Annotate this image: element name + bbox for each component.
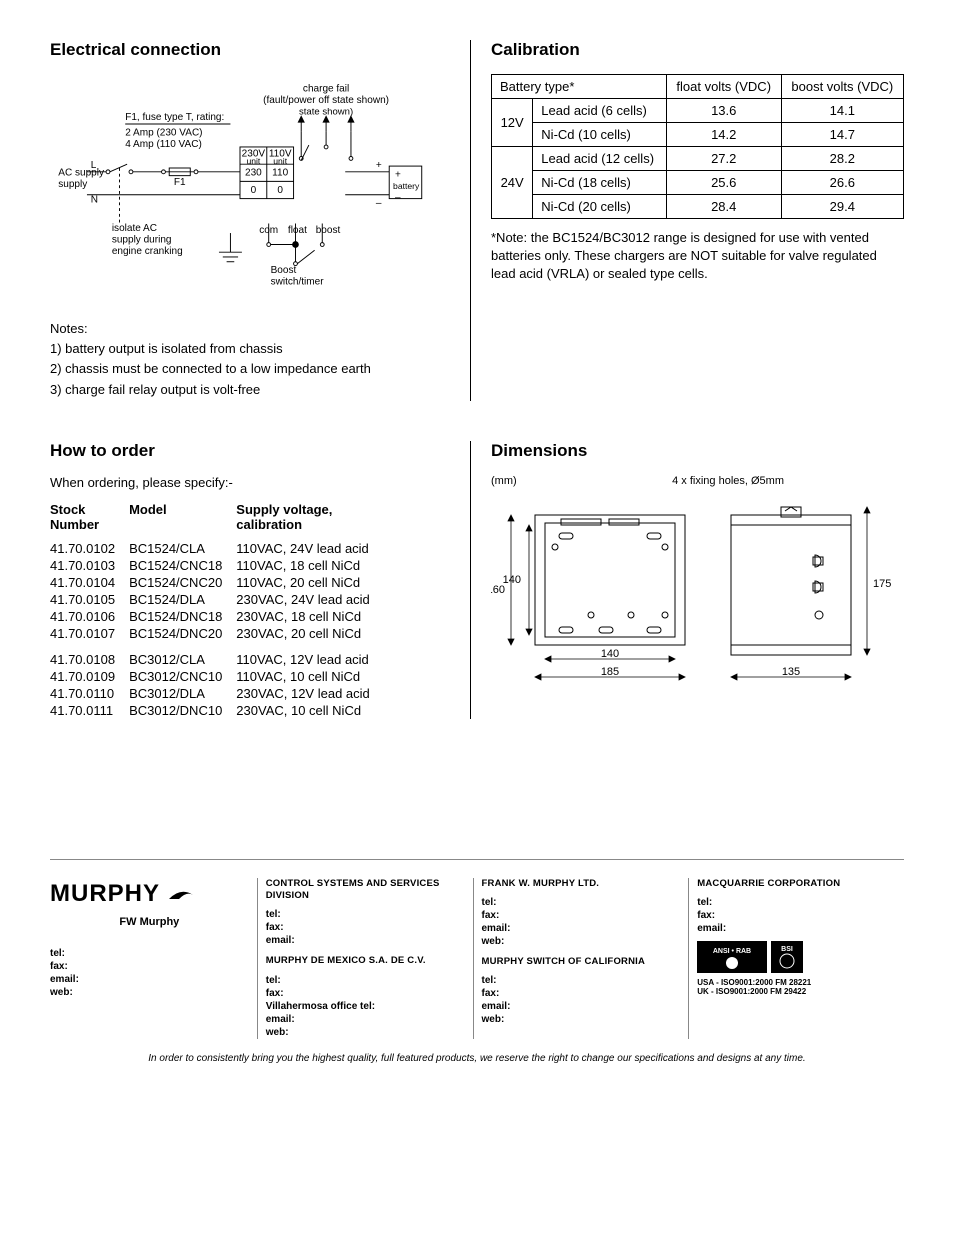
svg-text:2 Amp (230 VAC): 2 Amp (230 VAC): [125, 127, 202, 138]
svg-text:charge fail: charge fail: [303, 83, 349, 94]
order-col-stock: StockNumber: [50, 498, 129, 540]
order-col-model: Model: [129, 498, 236, 540]
order-title: How to order: [50, 441, 450, 461]
iso-badges: ANSI • RAB BSI: [697, 941, 896, 973]
murphy-logo: MURPHY: [50, 878, 249, 909]
svg-text:unit: unit: [246, 156, 260, 166]
svg-text:supply during: supply during: [112, 235, 172, 246]
order-section: How to order When ordering, please speci…: [50, 441, 470, 719]
svg-text:140: 140: [601, 648, 619, 660]
footer-col-2: CONTROL SYSTEMS AND SERVICES DIVISION te…: [257, 878, 473, 1039]
note-2: 2) chassis must be connected to a low im…: [50, 360, 450, 378]
svg-text:isolate AC: isolate AC: [112, 223, 157, 234]
svg-text:+: +: [376, 160, 382, 171]
table-row: 24V Lead acid (12 cells) 27.2 28.2: [492, 147, 904, 171]
footer-divider: [50, 859, 904, 860]
table-row: Ni-Cd (20 cells) 28.4 29.4: [492, 195, 904, 219]
ansi-rab-badge-icon: ANSI • RAB: [697, 941, 767, 973]
row-2: How to order When ordering, please speci…: [50, 441, 904, 719]
table-row: 41.70.0110BC3012/DLA230VAC, 12V lead aci…: [50, 685, 384, 702]
svg-text:140: 140: [503, 574, 521, 586]
svg-text:float: float: [288, 225, 307, 236]
electrical-section: Electrical connection charge fail (fault…: [50, 40, 470, 401]
footer-col-3: FRANK W. MURPHY LTD. tel: fax: email: we…: [473, 878, 689, 1039]
svg-text:F1: F1: [174, 177, 186, 188]
svg-text:switch/timer: switch/timer: [271, 277, 325, 288]
electrical-notes: Notes: 1) battery output is isolated fro…: [50, 320, 450, 399]
svg-text:F1, fuse type T, rating:: F1, fuse type T, rating:: [125, 112, 224, 123]
table-row: 41.70.0106BC1524/DNC18230VAC, 18 cell Ni…: [50, 608, 384, 625]
svg-text:N: N: [91, 194, 98, 205]
notes-title: Notes:: [50, 320, 450, 338]
note-1: 1) battery output is isolated from chass…: [50, 340, 450, 358]
cal-col-battery: Battery type*: [492, 75, 667, 99]
table-row: Ni-Cd (10 cells) 14.2 14.7: [492, 123, 904, 147]
svg-text:(fault/power off state shown): (fault/power off state shown): [263, 95, 389, 106]
calibration-table: Battery type* float volts (VDC) boost vo…: [491, 74, 904, 219]
dimensions-section: Dimensions (mm) 4 x fixing holes, Ø5mm: [470, 441, 904, 719]
table-row: 41.70.0102BC1524/CLA110VAC, 24V lead aci…: [50, 540, 384, 557]
table-row: 41.70.0111BC3012/DNC10230VAC, 10 cell Ni…: [50, 702, 384, 719]
iso-text-2: UK - ISO9001:2000 FM 29422: [697, 988, 896, 997]
svg-text:110: 110: [272, 168, 288, 179]
svg-text:Boost: Boost: [271, 265, 297, 276]
table-row: 41.70.0108BC3012/CLA110VAC, 12V lead aci…: [50, 642, 384, 668]
table-row: 41.70.0109BC3012/CNC10110VAC, 10 cell Ni…: [50, 668, 384, 685]
bsi-badge-icon: BSI: [771, 941, 803, 973]
front-view-diagram: 140 160 140 185: [491, 497, 701, 697]
svg-text:ANSI • RAB: ANSI • RAB: [713, 948, 751, 955]
svg-text:supply: supply: [58, 179, 87, 190]
cal-col-float: float volts (VDC): [666, 75, 781, 99]
svg-text:unit: unit: [273, 156, 287, 166]
cal-col-boost: boost volts (VDC): [781, 75, 903, 99]
svg-text:boost: boost: [316, 225, 341, 236]
electrical-title: Electrical connection: [50, 40, 450, 60]
svg-text:4 Amp (110 VAC): 4 Amp (110 VAC): [125, 139, 202, 150]
svg-text:160: 160: [491, 584, 505, 596]
svg-text:175: 175: [873, 578, 891, 590]
table-row: 41.70.0107BC1524/DNC20230VAC, 20 cell Ni…: [50, 625, 384, 642]
svg-text:BSI: BSI: [781, 946, 793, 953]
side-view-diagram: 175 135: [721, 497, 891, 697]
svg-text:com: com: [259, 225, 278, 236]
svg-text:+: +: [395, 170, 401, 181]
dim-fixing: 4 x fixing holes, Ø5mm: [672, 475, 784, 487]
order-col-supply: Supply voltage,calibration: [236, 498, 383, 540]
svg-text:–: –: [376, 198, 382, 209]
footer: MURPHY FW Murphy tel: fax: email: web: C…: [50, 878, 904, 1039]
electrical-diagram: charge fail (fault/power off state shown…: [50, 80, 430, 300]
dimensions-title: Dimensions: [491, 441, 904, 461]
table-row: 12V Lead acid (6 cells) 13.6 14.1: [492, 99, 904, 123]
order-intro: When ordering, please specify:-: [50, 475, 450, 490]
footer-disclaimer: In order to consistently bring you the h…: [50, 1053, 904, 1064]
calibration-section: Calibration Battery type* float volts (V…: [470, 40, 904, 401]
calibration-title: Calibration: [491, 40, 904, 60]
footer-col-1: MURPHY FW Murphy tel: fax: email: web:: [50, 878, 257, 1039]
logo-swoosh-icon: [167, 885, 195, 903]
svg-text:0: 0: [251, 185, 257, 196]
order-table: StockNumber Model Supply voltage,calibra…: [50, 498, 384, 719]
dim-unit: (mm): [491, 475, 517, 487]
table-row: 41.70.0103BC1524/CNC18110VAC, 18 cell Ni…: [50, 557, 384, 574]
company-name: FW Murphy: [50, 915, 249, 929]
svg-text:–: –: [395, 193, 401, 204]
table-row: Ni-Cd (18 cells) 25.6 26.6: [492, 171, 904, 195]
svg-text:0: 0: [277, 185, 283, 196]
calibration-footnote: *Note: the BC1524/BC3012 range is design…: [491, 229, 904, 284]
footer-col-4: MACQUARRIE CORPORATION tel: fax: email: …: [688, 878, 904, 1039]
svg-text:AC supply: AC supply: [58, 168, 104, 179]
row-1: Electrical connection charge fail (fault…: [50, 40, 904, 401]
table-row: 41.70.0105BC1524/DLA230VAC, 24V lead aci…: [50, 591, 384, 608]
note-3: 3) charge fail relay output is volt-free: [50, 381, 450, 399]
table-row: 41.70.0104BC1524/CNC20110VAC, 20 cell Ni…: [50, 574, 384, 591]
svg-text:230: 230: [245, 168, 262, 179]
svg-text:battery: battery: [393, 181, 420, 191]
svg-text:185: 185: [601, 666, 619, 678]
svg-text:135: 135: [782, 666, 800, 678]
svg-text:engine cranking: engine cranking: [112, 246, 183, 257]
